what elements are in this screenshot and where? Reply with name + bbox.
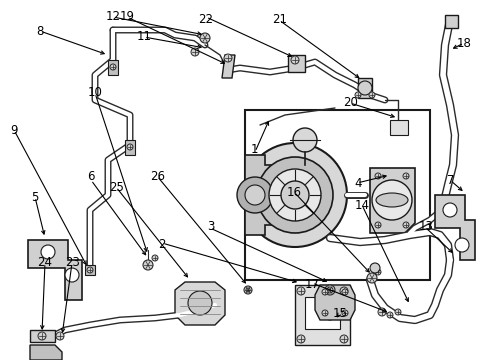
Circle shape (443, 203, 457, 217)
Text: 24: 24 (38, 256, 52, 269)
Text: 17: 17 (305, 278, 320, 291)
Text: 9: 9 (10, 124, 18, 137)
Text: 14: 14 (355, 199, 370, 212)
Polygon shape (288, 55, 305, 72)
Circle shape (395, 309, 401, 315)
Text: 25: 25 (109, 181, 124, 194)
Circle shape (322, 289, 328, 295)
Circle shape (322, 310, 328, 316)
Text: 19: 19 (120, 10, 135, 23)
Circle shape (237, 177, 273, 213)
Circle shape (188, 291, 212, 315)
Circle shape (367, 273, 377, 283)
Text: 20: 20 (343, 96, 358, 109)
Circle shape (455, 238, 469, 252)
Circle shape (355, 92, 361, 98)
Circle shape (152, 255, 158, 261)
Bar (390, 120, 408, 135)
Polygon shape (245, 155, 275, 235)
Circle shape (369, 92, 375, 98)
Circle shape (297, 335, 305, 343)
Circle shape (340, 335, 348, 343)
Polygon shape (358, 78, 372, 98)
Polygon shape (315, 285, 355, 320)
Circle shape (372, 180, 412, 220)
Polygon shape (30, 345, 62, 360)
Ellipse shape (376, 193, 408, 207)
Circle shape (41, 245, 55, 259)
Circle shape (38, 332, 46, 340)
Text: 26: 26 (150, 170, 165, 183)
Circle shape (243, 143, 347, 247)
Polygon shape (30, 330, 55, 342)
Circle shape (257, 157, 333, 233)
Text: 2: 2 (158, 238, 166, 251)
Text: 3: 3 (207, 220, 215, 233)
Circle shape (358, 81, 372, 95)
Polygon shape (125, 140, 135, 155)
Circle shape (403, 173, 409, 179)
Circle shape (325, 285, 335, 295)
Circle shape (65, 268, 79, 282)
Text: 11: 11 (137, 30, 152, 42)
Text: 13: 13 (419, 220, 434, 233)
Polygon shape (435, 195, 475, 260)
Circle shape (291, 56, 299, 64)
Polygon shape (85, 265, 95, 275)
Circle shape (325, 310, 335, 320)
Text: 4: 4 (354, 177, 362, 190)
Circle shape (269, 169, 321, 221)
Circle shape (387, 312, 393, 318)
Polygon shape (222, 55, 235, 78)
Text: 16: 16 (287, 186, 301, 199)
Polygon shape (28, 240, 82, 300)
Polygon shape (175, 282, 225, 325)
Polygon shape (108, 60, 118, 75)
Circle shape (375, 269, 381, 275)
Circle shape (143, 260, 153, 270)
Text: 10: 10 (88, 86, 103, 99)
Circle shape (340, 287, 348, 295)
Circle shape (110, 64, 116, 70)
Bar (245, 110, 430, 280)
Circle shape (293, 128, 317, 152)
Circle shape (200, 33, 210, 43)
Circle shape (375, 222, 381, 228)
Circle shape (342, 310, 348, 316)
Circle shape (403, 222, 409, 228)
Bar (295, 285, 350, 345)
Text: 15: 15 (333, 307, 348, 320)
Polygon shape (370, 168, 415, 233)
Circle shape (245, 185, 265, 205)
Text: 6: 6 (87, 170, 95, 183)
Circle shape (246, 288, 250, 292)
Text: 7: 7 (447, 174, 455, 186)
Circle shape (224, 54, 232, 62)
Bar (305, 297, 340, 329)
Text: 21: 21 (272, 13, 287, 26)
Text: 22: 22 (198, 13, 213, 26)
Circle shape (191, 48, 199, 56)
Polygon shape (445, 15, 458, 28)
Text: 8: 8 (36, 25, 44, 38)
Text: 1: 1 (251, 143, 259, 156)
Text: 5: 5 (31, 191, 39, 204)
Circle shape (127, 144, 133, 150)
Text: 18: 18 (457, 37, 472, 50)
Circle shape (244, 286, 252, 294)
Circle shape (281, 181, 309, 209)
Circle shape (327, 287, 333, 293)
Text: 23: 23 (65, 256, 80, 269)
Circle shape (297, 287, 305, 295)
Circle shape (342, 289, 348, 295)
Text: 12: 12 (105, 10, 120, 23)
Circle shape (375, 173, 381, 179)
Circle shape (370, 263, 380, 273)
Circle shape (87, 267, 93, 273)
Circle shape (56, 332, 64, 340)
Circle shape (378, 308, 386, 316)
